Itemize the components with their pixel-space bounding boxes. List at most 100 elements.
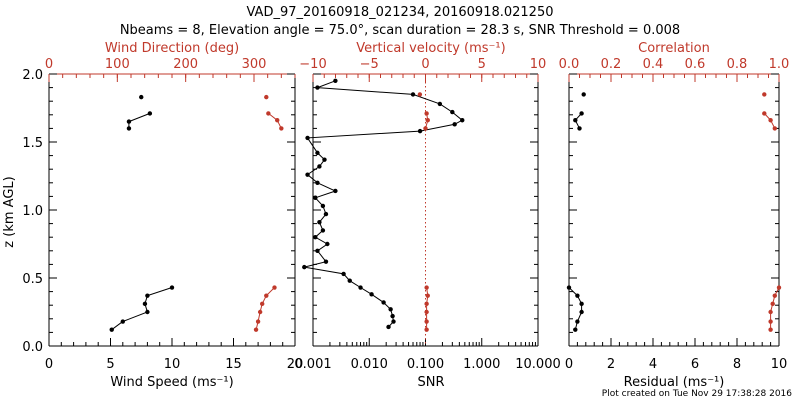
snr-point [452, 122, 457, 127]
vertical-velocity-point [417, 92, 423, 97]
figure-title: VAD_97_20160918_021234, 20160918.021250 [247, 5, 554, 20]
wind-direction-line [268, 113, 282, 129]
left-x-top-tick-label: 100 [105, 57, 130, 72]
wind-direction-point [260, 301, 265, 307]
snr-point [313, 235, 318, 240]
snr-point [317, 220, 322, 225]
wind-direction-point [264, 94, 269, 100]
snr-point [305, 172, 310, 177]
vertical-velocity-point [424, 309, 429, 315]
snr-point [410, 92, 416, 97]
vertical-velocity-point [424, 319, 429, 324]
residual-point [573, 118, 578, 123]
snr-point [322, 157, 327, 162]
middle-x-bottom-tick-label: 0.100 [407, 357, 444, 372]
residual-point [566, 285, 572, 290]
wind-speed-point [126, 119, 132, 124]
wind-panel: Wind Direction (deg) Wind Speed (ms⁻¹) z… [2, 41, 303, 390]
correlation-axis-label: Correlation [638, 41, 710, 56]
wind-speed-point [142, 301, 148, 307]
left-x-bottom-tick-label: 15 [225, 357, 242, 372]
wind-direction-point [266, 111, 271, 116]
right-x-bottom-tick-label: 8 [733, 357, 741, 372]
residual-point [577, 126, 582, 131]
snr-point [347, 278, 352, 283]
correlation-point [768, 309, 773, 315]
snr-point [390, 313, 395, 319]
residual-point [573, 327, 578, 332]
right-x-top-tick-label: 0.8 [727, 57, 748, 72]
correlation-point [762, 92, 767, 97]
middle-x-bottom-tick-label: 0.010 [351, 357, 388, 372]
snr-point [358, 285, 363, 290]
residual-point [579, 309, 584, 315]
snr-point [320, 203, 326, 209]
snr-point [388, 307, 393, 312]
correlation-point [770, 301, 775, 307]
snr-point [386, 324, 391, 330]
snr-point [315, 180, 320, 185]
right-x-bottom-tick-label: 4 [649, 357, 657, 372]
y-tick-label: 1.0 [22, 204, 43, 219]
wind-speed-line [128, 112, 151, 129]
correlation-point [772, 126, 777, 131]
snr-point [437, 101, 443, 107]
snr-point [313, 195, 318, 200]
wind-speed-point [139, 94, 144, 100]
wind-direction-point [253, 327, 259, 332]
snr-point [341, 271, 346, 277]
right-x-bottom-tick-label: 2 [607, 357, 615, 372]
snr-point [460, 118, 465, 123]
middle-x-top-tick-label: −5 [360, 57, 379, 72]
right-x-bottom-tick-label: 0 [565, 357, 573, 372]
middle-x-top-tick-label: 5 [478, 57, 486, 72]
y-tick-label: 0.5 [22, 272, 43, 287]
residual-point [575, 293, 580, 298]
wind-direction-point [279, 126, 284, 131]
wind-speed-point [145, 293, 150, 298]
snr-point [325, 241, 330, 247]
vertical-velocity-point [424, 285, 429, 290]
snr-point [333, 188, 338, 194]
vertical-velocity-point [424, 327, 429, 332]
middle-x-bottom-tick-label: 1.000 [463, 357, 500, 372]
residual-panel: Correlation Residual (ms⁻¹) 0 2 4 6 8 10 0.0 0.… [559, 41, 790, 390]
correlation-point [768, 327, 773, 332]
wind-speed-point [120, 319, 126, 324]
right-x-top-tick-label: 0.4 [643, 57, 664, 72]
snr-point [305, 135, 310, 141]
right-x-top-tick-label: 0.2 [601, 57, 622, 72]
vertical-velocity-axis-label: Vertical velocity (ms⁻¹) [356, 41, 505, 56]
right-x-top-tick-label: 0.6 [685, 57, 706, 72]
middle-x-top-tick-label: −10 [299, 57, 326, 72]
wind-speed-line [111, 287, 173, 331]
left-x-bottom-tick-label: 10 [164, 357, 181, 372]
snr-point [302, 264, 307, 270]
figure-subtitle: Nbeams = 8, Elevation angle = 75.0°, sca… [120, 23, 680, 38]
correlation-point [776, 285, 782, 290]
middle-x-bottom-tick-label: 0.001 [294, 357, 331, 372]
residual-axis-label: Residual (ms⁻¹) [624, 375, 725, 390]
snr-point [323, 211, 329, 217]
wind-speed-point [145, 309, 150, 315]
snr-panel: Vertical velocity (ms⁻¹) SNR 0.001 0.010 0… [294, 41, 560, 390]
wind-direction-point [275, 118, 280, 123]
wind-speed-point [147, 111, 153, 116]
left-x-top-tick-label: 0 [45, 57, 53, 72]
snr-line [304, 80, 464, 328]
snr-point [369, 292, 374, 297]
middle-x-top-tick-label: 0 [421, 57, 429, 72]
snr-axis-label: SNR [417, 375, 444, 390]
correlation-point [768, 319, 773, 324]
residual-point [579, 111, 584, 116]
wind-direction-point [257, 309, 263, 315]
snr-point [320, 228, 326, 233]
correlation-point [772, 293, 777, 298]
height-axis-label: z (km AGL) [2, 176, 17, 247]
vertical-velocity-point [425, 293, 430, 298]
residual-point [575, 319, 580, 324]
right-x-top-tick-label: 0.0 [559, 57, 580, 72]
right-x-bottom-tick-label: 10 [771, 357, 788, 372]
y-tick-label: 2.0 [22, 68, 43, 83]
